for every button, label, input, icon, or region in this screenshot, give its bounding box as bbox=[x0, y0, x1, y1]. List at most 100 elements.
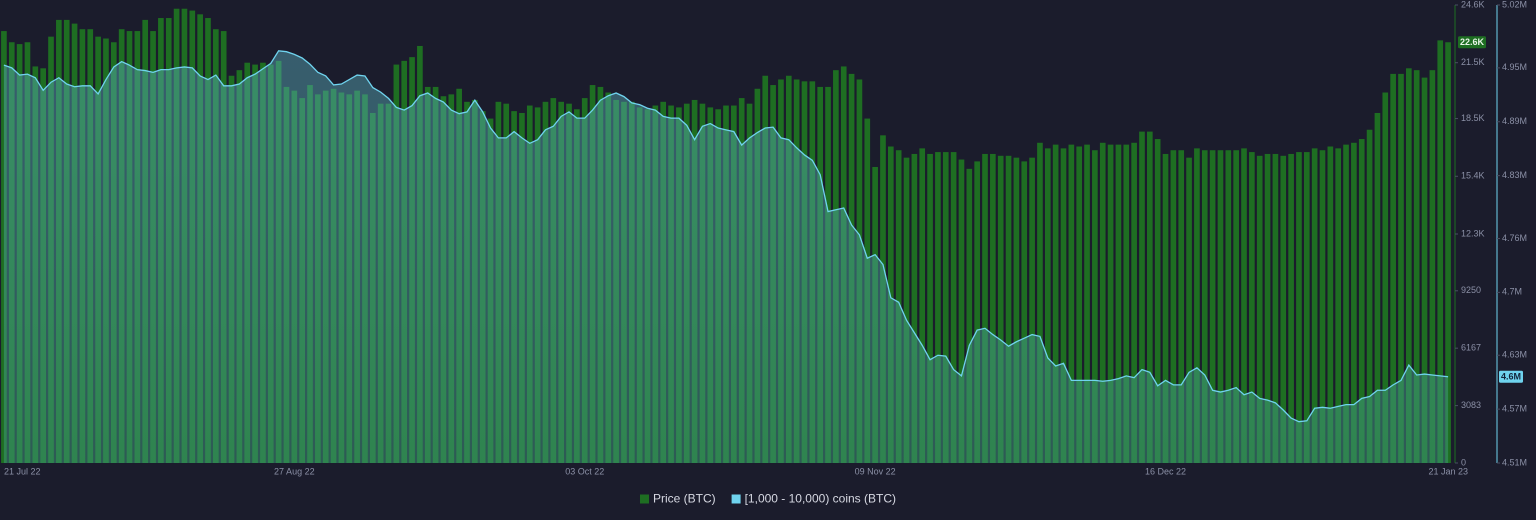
bar bbox=[1256, 155, 1263, 463]
bar bbox=[1131, 142, 1137, 464]
bar bbox=[1107, 144, 1114, 463]
y2-tick-label: 4.89M bbox=[1502, 116, 1527, 126]
bar bbox=[1201, 150, 1208, 463]
bar bbox=[942, 152, 949, 463]
bar bbox=[903, 157, 910, 463]
bar bbox=[1421, 77, 1428, 464]
bar bbox=[1186, 157, 1192, 463]
bar bbox=[1335, 148, 1342, 463]
legend-item: [1,000 - 10,000) coins (BTC) bbox=[731, 492, 896, 506]
area-line bbox=[3, 50, 1449, 423]
bar bbox=[974, 161, 980, 463]
bar bbox=[1029, 157, 1035, 463]
area-fill bbox=[3, 50, 1449, 464]
bar bbox=[1037, 142, 1043, 464]
y2-tick-label: 4.83M bbox=[1502, 170, 1527, 180]
bar bbox=[1429, 70, 1436, 464]
bar bbox=[1115, 144, 1122, 463]
bar bbox=[1437, 40, 1444, 463]
y2-tick-label: 4.57M bbox=[1502, 403, 1527, 413]
bar bbox=[1170, 150, 1177, 463]
bar bbox=[1005, 155, 1012, 463]
bar bbox=[982, 153, 988, 463]
bar bbox=[1068, 144, 1075, 463]
bar bbox=[1021, 161, 1028, 463]
bar bbox=[1445, 42, 1451, 463]
bar bbox=[990, 153, 996, 463]
bar bbox=[927, 153, 933, 463]
y-tick-label: 6167 bbox=[1461, 343, 1481, 353]
bar bbox=[1303, 152, 1310, 463]
bar bbox=[1233, 150, 1239, 463]
bar bbox=[958, 159, 965, 464]
bar bbox=[935, 152, 941, 463]
x-tick-label: 09 Nov 22 bbox=[855, 466, 896, 476]
bar bbox=[1162, 153, 1169, 463]
bar bbox=[1084, 144, 1090, 463]
legend-label: Price (BTC) bbox=[653, 492, 716, 506]
plot-area bbox=[1, 8, 1451, 464]
last-value-badge bbox=[1458, 36, 1486, 49]
bar bbox=[1044, 148, 1051, 463]
y2-tick-label: 4.51M bbox=[1502, 457, 1527, 467]
y-tick-label: 24.6K bbox=[1461, 0, 1485, 9]
bar bbox=[1366, 129, 1373, 463]
bar bbox=[1178, 150, 1185, 463]
bar bbox=[1092, 150, 1098, 463]
legend-item: Price (BTC) bbox=[640, 492, 716, 506]
y-tick-label: 12.3K bbox=[1461, 228, 1485, 238]
bar bbox=[1099, 142, 1106, 464]
y2-tick-label: 5.02M bbox=[1502, 0, 1527, 9]
bar bbox=[1358, 139, 1365, 464]
bar bbox=[1209, 150, 1216, 463]
bar bbox=[1194, 148, 1200, 463]
bar bbox=[966, 168, 973, 463]
bar bbox=[1241, 148, 1247, 463]
bar bbox=[1343, 144, 1349, 463]
bar bbox=[911, 153, 918, 463]
y2-tick-label: 4.76M bbox=[1502, 233, 1527, 243]
bar bbox=[1217, 150, 1224, 463]
bar bbox=[1406, 68, 1412, 463]
y-tick-label: 21.5K bbox=[1461, 57, 1485, 67]
y2-tick-label: 4.95M bbox=[1502, 62, 1527, 72]
y2-tick-label: 4.63M bbox=[1502, 350, 1527, 360]
bar bbox=[1272, 153, 1279, 463]
legend-swatch bbox=[640, 494, 649, 504]
y2-tick-label: 4.7M bbox=[1502, 287, 1522, 297]
bar bbox=[1413, 70, 1420, 464]
bar bbox=[1076, 146, 1083, 463]
bar bbox=[1398, 73, 1404, 464]
y-tick-label: 15.4K bbox=[1461, 171, 1485, 181]
x-tick-label: 16 Dec 22 bbox=[1145, 466, 1186, 476]
last-value-label: 4.6M bbox=[1501, 372, 1521, 382]
bar bbox=[1052, 144, 1059, 463]
bar bbox=[1013, 157, 1020, 463]
bar bbox=[1249, 152, 1255, 463]
y-tick-label: 3083 bbox=[1461, 400, 1481, 410]
bar bbox=[997, 155, 1004, 463]
bar bbox=[1374, 112, 1381, 464]
bar bbox=[919, 148, 926, 463]
bar bbox=[1319, 150, 1326, 463]
axes: 0 3083 6167 9250 12.3K 15.4K 18.5K 21.5K 24.6K 4.… bbox=[4, 0, 1527, 476]
y-tick-label: 0 bbox=[1461, 457, 1466, 467]
legend-label: [1,000 - 10,000) coins (BTC) bbox=[745, 492, 896, 506]
bar bbox=[1147, 131, 1153, 463]
bar bbox=[1327, 146, 1334, 463]
bar bbox=[1154, 139, 1161, 464]
x-tick-label: 03 Oct 22 bbox=[565, 466, 604, 476]
bar bbox=[1296, 152, 1302, 463]
bar bbox=[1351, 142, 1357, 464]
bar bbox=[1139, 131, 1145, 463]
bar bbox=[950, 152, 957, 463]
bar bbox=[1264, 153, 1271, 463]
bar bbox=[1311, 148, 1318, 463]
bar bbox=[1123, 144, 1130, 463]
y-tick-label: 18.5K bbox=[1461, 113, 1485, 123]
last-value-badge bbox=[1499, 370, 1523, 383]
bar bbox=[1382, 92, 1389, 464]
last-value-label: 22.6K bbox=[1460, 37, 1485, 47]
